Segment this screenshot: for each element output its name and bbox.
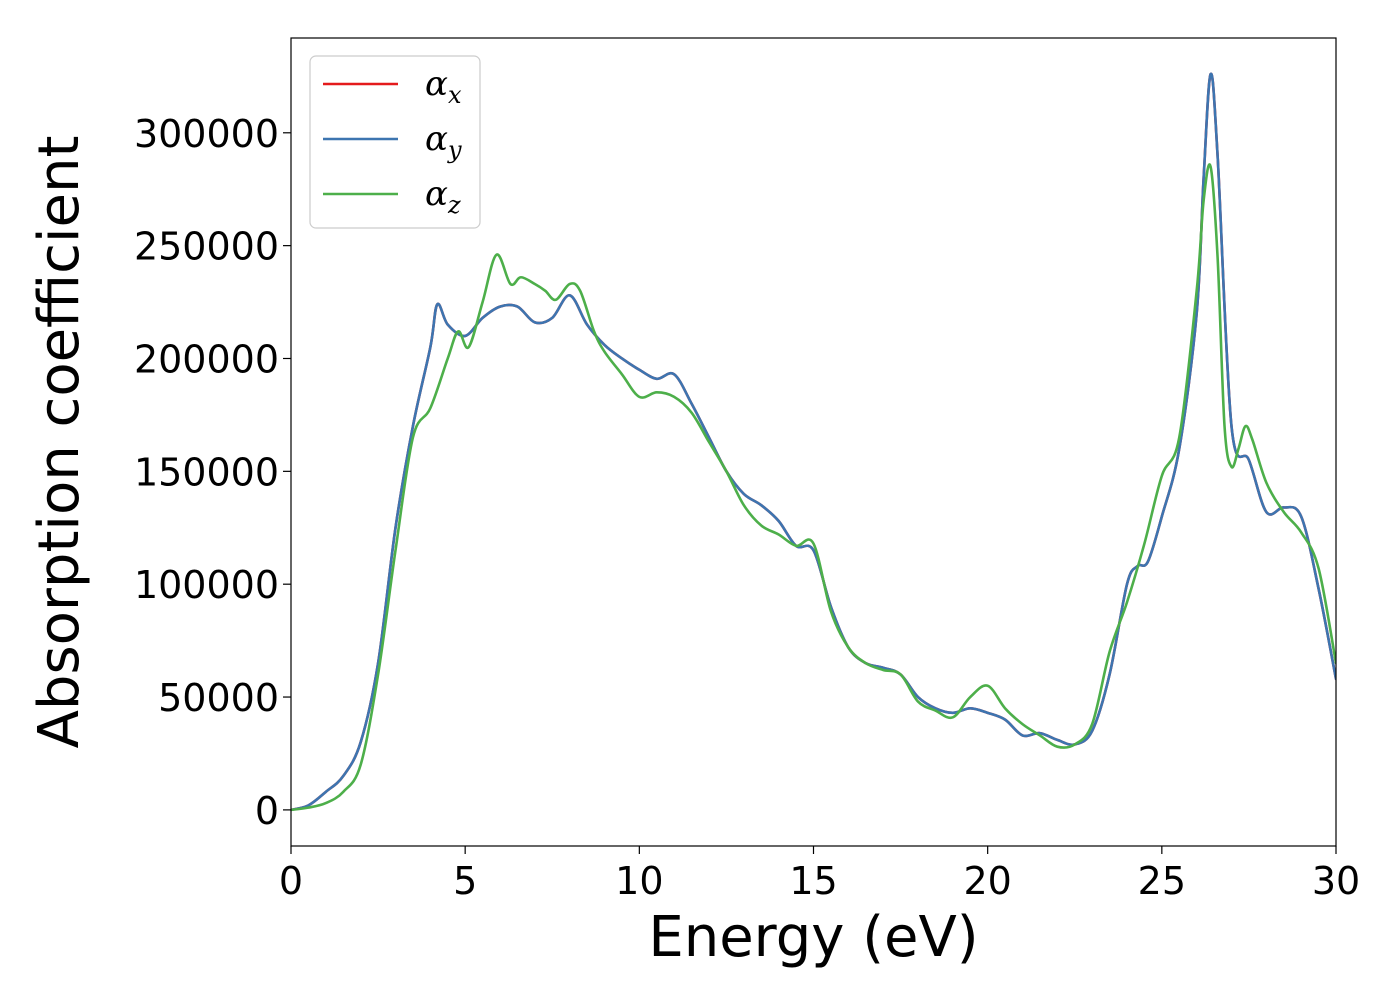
legend-label-base: α [425,174,448,214]
y-tick-label: 100000 [134,563,279,607]
x-tick-label: 5 [453,859,477,903]
legend-label-base: α [425,64,448,104]
legend-label-z: αz [425,174,461,219]
y-tick-label: 250000 [134,225,279,269]
y-axis-title: Absorption coefficient [27,136,92,749]
x-tick-label: 20 [963,859,1011,903]
x-tick-label: 15 [789,859,837,903]
y-tick-label: 150000 [134,450,279,494]
x-tick-label: 25 [1138,859,1186,903]
x-axis: 0 5 10 15 20 25 30 [279,846,1360,903]
y-tick-label: 200000 [134,337,279,381]
y-tick-label: 50000 [158,676,279,720]
y-tick-label: 300000 [134,112,279,156]
legend-label-subscript: x [448,81,462,109]
x-tick-label: 10 [615,859,663,903]
legend-label-base: α [425,119,448,159]
y-axis: 0 50000 100000 150000 200000 250000 300000 [134,112,291,833]
x-tick-label: 30 [1312,859,1360,903]
series-line-z [291,163,1336,812]
legend-box [309,55,481,229]
y-tick-label: 0 [255,789,279,833]
legend-label-x: αx [425,64,462,109]
series-layer [291,72,1336,812]
legend-label-y: αy [425,119,462,164]
x-tick-label: 0 [279,859,303,903]
legend-label-subscript: y [447,136,462,164]
legend-label-subscript: z [447,191,461,219]
x-axis-title: Energy (eV) [648,905,978,970]
